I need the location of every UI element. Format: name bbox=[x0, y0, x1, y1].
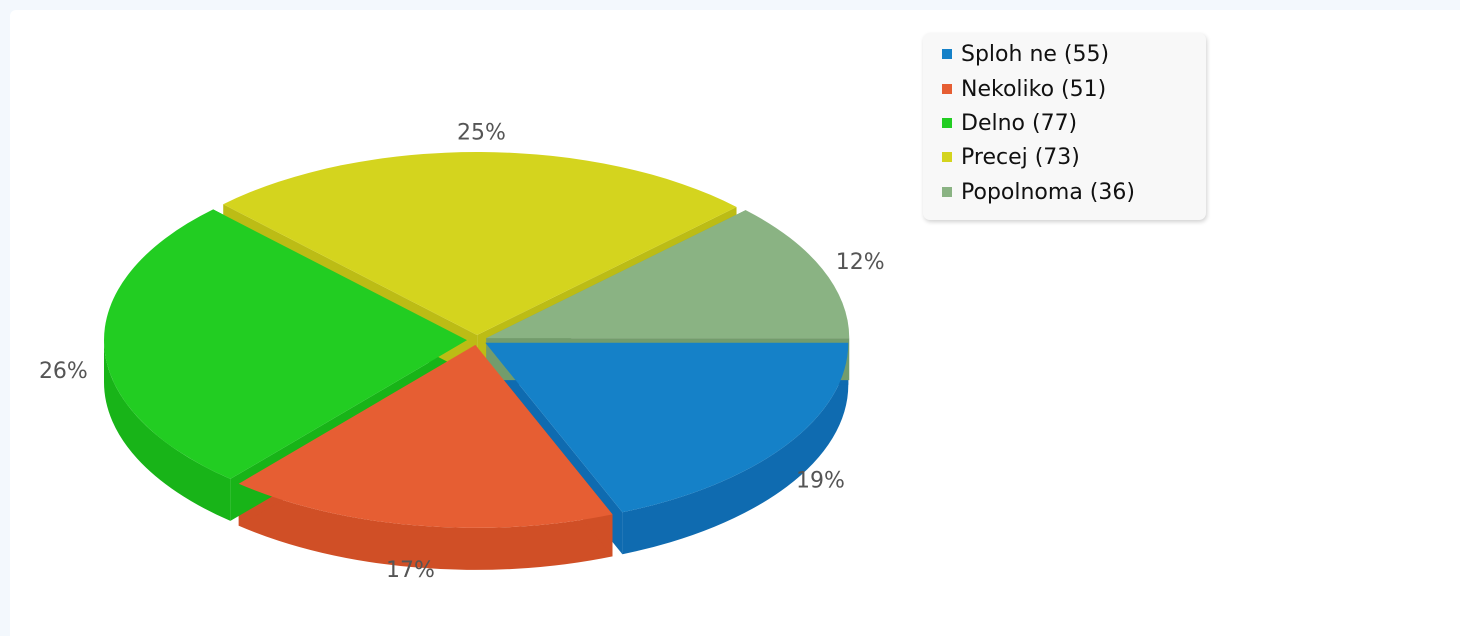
pie-slice-sploh-ne[interactable] bbox=[485, 342, 849, 513]
legend-item-popolnoma[interactable]: Popolnoma (36) bbox=[942, 175, 1135, 209]
pie-label-sploh-ne: 19% bbox=[796, 468, 845, 493]
legend-swatch-icon bbox=[942, 118, 952, 128]
legend-swatch-icon bbox=[942, 49, 952, 59]
legend-item-nekoliko[interactable]: Nekoliko (51) bbox=[942, 72, 1106, 106]
pie-label-delno: 26% bbox=[39, 359, 88, 384]
pie-label-popolnoma: 12% bbox=[836, 250, 885, 275]
chart-panel: 19% 17% 26% 25% 12% Sploh ne (55) Nekoliko (… bbox=[10, 10, 1460, 636]
pie-slice-delno[interactable] bbox=[104, 209, 468, 479]
legend-item-sploh-ne[interactable]: Sploh ne (55) bbox=[942, 37, 1109, 71]
pie-slice-side-nekoliko bbox=[238, 483, 613, 570]
pie-slice-side-sploh-ne bbox=[622, 342, 849, 555]
legend-swatch-icon bbox=[942, 152, 952, 162]
pie-slice-popolnoma[interactable] bbox=[486, 210, 850, 339]
pie-chart: 19% 17% 26% 25% 12% bbox=[39, 120, 885, 583]
pie-label-precej: 25% bbox=[457, 120, 506, 145]
pie-slice-precej[interactable] bbox=[223, 152, 737, 336]
legend-label: Nekoliko (51) bbox=[961, 76, 1107, 102]
legend-label: Popolnoma (36) bbox=[961, 179, 1135, 205]
legend-swatch-icon bbox=[942, 187, 952, 197]
legend-item-delno[interactable]: Delno (77) bbox=[942, 106, 1077, 140]
legend-swatch-icon bbox=[942, 84, 952, 94]
legend-label: Delno (77) bbox=[961, 110, 1078, 136]
pie-slice-side-delno bbox=[104, 340, 231, 521]
legend-label: Precej (73) bbox=[961, 144, 1080, 170]
pie-label-nekoliko: 17% bbox=[386, 558, 435, 583]
legend-item-precej[interactable]: Precej (73) bbox=[942, 140, 1080, 174]
legend: Sploh ne (55) Nekoliko (51) Delno (77) P… bbox=[923, 33, 1206, 220]
pie-slice-nekoliko[interactable] bbox=[238, 344, 613, 528]
legend-label: Sploh ne (55) bbox=[961, 41, 1110, 67]
